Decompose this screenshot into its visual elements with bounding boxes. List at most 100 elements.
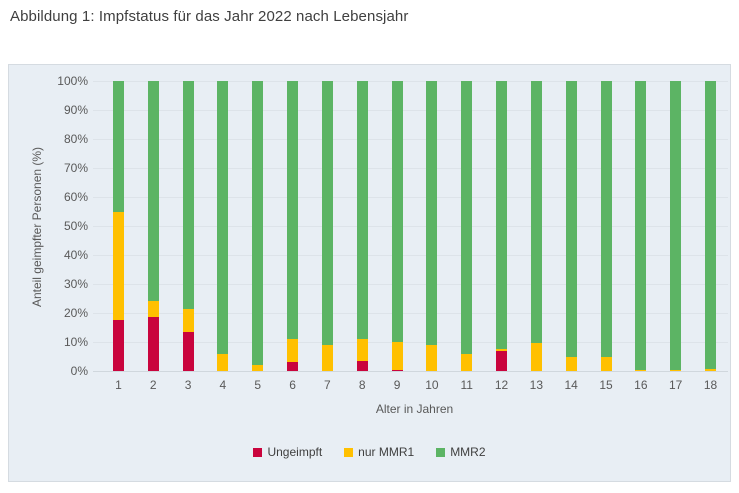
legend-label: MMR2 [450,445,486,459]
x-tick-label: 9 [393,378,401,392]
y-tick-label: 70% [63,161,88,175]
y-tick-label: 30% [63,277,88,291]
x-tick-label: 16 [634,378,648,392]
legend-swatch-icon [344,447,354,457]
x-tick-label: 3 [184,378,192,392]
x-tick-label: 2 [149,378,157,392]
legend-label: nur MMR1 [358,445,415,459]
bar-segment-ungeimpft [356,360,368,371]
legend-label: Ungeimpft [267,445,323,459]
bar-segment-nur-mmr1 [182,308,194,332]
bar-age-5 [252,81,264,371]
figure-caption: Abbildung 1: Impfstatus für das Jahr 202… [10,8,409,25]
y-tick-label: 10% [63,335,88,349]
bar-segment-mmr2 [635,81,647,371]
bar-age-14 [565,81,577,371]
gridline-10% [93,342,728,343]
bar-segment-mmr2 [565,81,577,357]
gridline-40% [93,255,728,256]
legend-item-nur-mmr1: nur MMR1 [344,445,414,459]
bar-segment-ungeimpft [147,317,159,371]
bar-segment-mmr2 [461,81,473,354]
bar-segment-mmr2 [704,81,716,369]
bar-segment-mmr2 [426,81,438,345]
bar-segment-mmr2 [287,81,299,340]
bar-segment-nur-mmr1 [112,211,124,321]
bar-segment-nur-mmr1 [496,348,508,351]
y-tick-label: 90% [63,103,88,117]
bar-age-9 [391,81,403,371]
bar-segment-nur-mmr1 [461,353,473,371]
bar-age-17 [670,81,682,371]
chart-panel: Anteil geimpfter Personen (%) 0% 10% 20% 30… [8,64,731,482]
bar-segment-ungeimpft [391,369,403,371]
gridline-70% [93,168,728,169]
bar-segment-nur-mmr1 [321,344,333,371]
gridline-30% [93,284,728,285]
bar-segment-ungeimpft [182,331,194,371]
y-axis-title: Anteil geimpfter Personen (%) [30,146,44,308]
gridline-80% [93,139,728,140]
bar-segment-nur-mmr1 [600,356,612,371]
y-tick-label: 20% [63,306,88,320]
bar-segment-mmr2 [670,81,682,370]
y-tick-label: 40% [63,248,88,262]
bar-segment-nur-mmr1 [287,339,299,363]
x-tick-label: 10 [425,378,439,392]
bar-age-10 [426,81,438,371]
legend-item-mmr2: MMR2 [436,445,486,459]
bar-segment-ungeimpft [496,350,508,371]
bar-segment-ungeimpft [112,320,124,371]
x-tick-label: 17 [668,378,683,392]
gridline-90% [93,110,728,111]
legend-swatch-icon [436,447,446,457]
x-tick-label: 13 [529,378,544,392]
bar-segment-mmr2 [147,81,159,302]
bar-segment-mmr2 [356,81,368,340]
x-tick-label: 6 [289,378,296,392]
bar-segment-mmr2 [530,81,542,344]
bar-age-3 [182,81,194,371]
bar-age-13 [530,81,542,371]
bar-segment-nur-mmr1 [217,353,229,371]
x-tick-label: 18 [703,378,718,392]
gridline-20% [93,313,728,314]
bar-segment-nur-mmr1 [356,339,368,361]
x-tick-label: 4 [219,378,227,392]
bar-segment-mmr2 [391,81,403,343]
bar-segment-mmr2 [217,81,229,354]
x-tick-label: 1 [115,378,122,392]
y-tick-label: 100% [57,74,88,88]
bar-segment-mmr2 [182,81,194,309]
bar-segment-nur-mmr1 [147,301,159,318]
bar-age-7 [321,81,333,371]
bar-segment-ungeimpft [287,362,299,371]
bar-segment-nur-mmr1 [670,369,682,371]
bar-segment-mmr2 [252,81,264,366]
x-tick-label: 7 [324,378,331,392]
bar-age-12 [496,81,508,371]
bar-segment-nur-mmr1 [704,368,716,371]
gridline-50% [93,226,728,227]
bar-age-18 [704,81,716,371]
bar-segment-mmr2 [321,81,333,345]
gridline-0% [93,371,728,372]
legend: Ungeimpft nur MMR1 MMR2 [9,445,730,459]
x-tick-label: 12 [494,378,509,392]
bar-segment-mmr2 [600,81,612,357]
x-tick-label: 5 [254,378,262,392]
bar-age-6 [287,81,299,371]
legend-item-ungeimpft: Ungeimpft [253,445,322,459]
legend-swatch-icon [253,447,263,457]
y-tick-label: 60% [63,190,88,204]
bar-series-layer [101,81,728,371]
x-axis-title: Alter in Jahren [375,402,454,416]
y-tick-label: 80% [63,132,88,146]
bar-segment-nur-mmr1 [391,342,403,370]
bar-segment-nur-mmr1 [565,356,577,371]
y-tick-label: 0% [70,364,88,378]
bar-age-1 [112,81,124,371]
bar-segment-nur-mmr1 [530,343,542,371]
gridline-100% [93,81,728,82]
